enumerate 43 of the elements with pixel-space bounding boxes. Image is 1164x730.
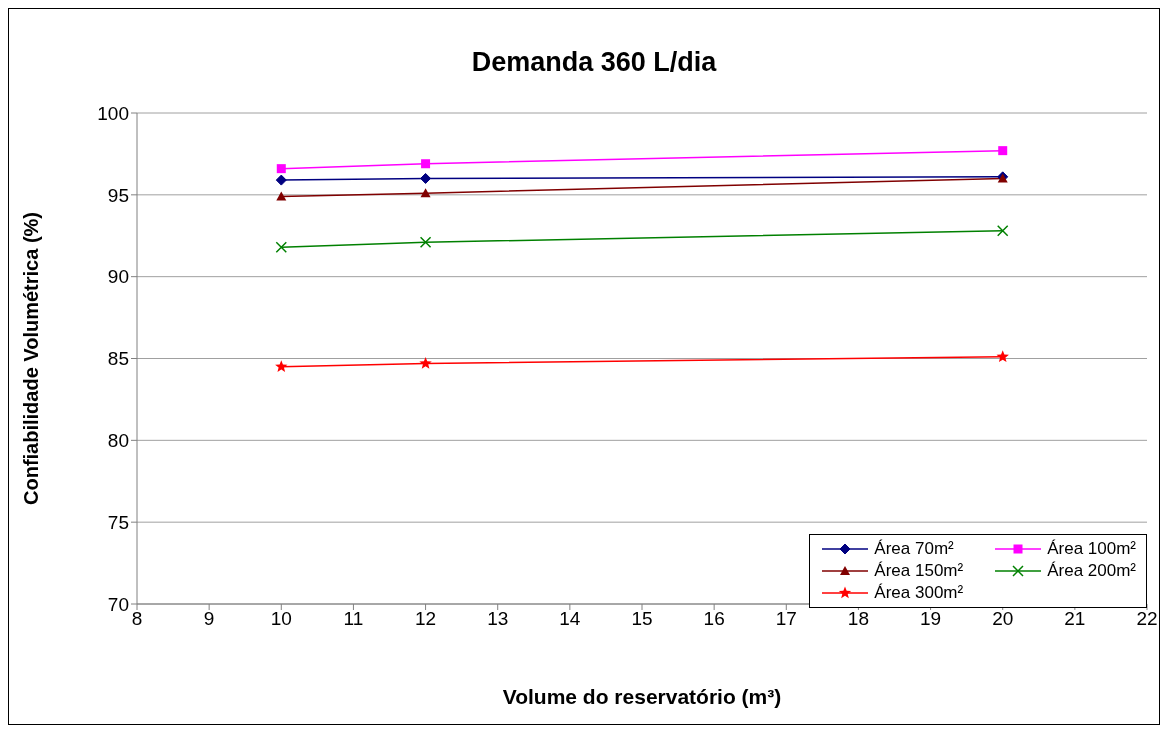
y-tick-label: 85	[107, 348, 129, 370]
x-tick-label: 14	[559, 608, 581, 630]
x-tick-label: 11	[343, 608, 364, 630]
y-tick-label: 95	[107, 184, 129, 206]
y-tick-label: 80	[107, 430, 129, 452]
legend-label: Área 300m²	[874, 583, 964, 603]
x-tick-label: 13	[487, 608, 509, 630]
y-axis-title: Confiabilidade Volumétrica (%)	[20, 212, 43, 505]
x-tick-label: 16	[703, 608, 725, 630]
y-tick-label: 90	[107, 266, 129, 288]
chart-title: Demanda 360 L/dia	[470, 47, 718, 78]
x-tick-label: 22	[1136, 608, 1158, 630]
x-axis-title: Volume do reservatório (m³)	[502, 685, 782, 708]
x-tick-label: 17	[775, 608, 797, 630]
x-tick-label: 10	[270, 608, 292, 630]
legend-label: Área 200m²	[1047, 561, 1136, 581]
point	[275, 241, 288, 253]
legend-label: Área 70m²	[874, 539, 954, 559]
x-tick-label: 8	[131, 608, 143, 630]
legend-label: Área 150m²	[874, 561, 964, 581]
point	[276, 164, 286, 174]
point	[275, 174, 287, 186]
y-tick-label: 70	[107, 593, 129, 615]
y-tick-label: 100	[97, 102, 129, 124]
point	[996, 225, 1009, 237]
x-tick-label: 9	[203, 608, 215, 630]
point	[996, 350, 1009, 363]
point	[998, 146, 1008, 156]
y-tick-label: 75	[107, 511, 129, 533]
x-tick-label: 12	[415, 608, 437, 630]
point	[276, 191, 287, 201]
point	[419, 356, 432, 369]
point	[420, 172, 432, 184]
point	[275, 360, 288, 372]
x-tick-label: 20	[992, 608, 1014, 630]
x-tick-label: 19	[920, 608, 942, 630]
x-tick-label: 15	[631, 608, 653, 630]
point	[420, 188, 431, 198]
point	[421, 159, 431, 169]
point	[419, 236, 432, 249]
legend-label: Área 100m²	[1047, 539, 1136, 559]
x-tick-label: 21	[1064, 608, 1086, 630]
x-tick-label: 18	[847, 608, 869, 630]
